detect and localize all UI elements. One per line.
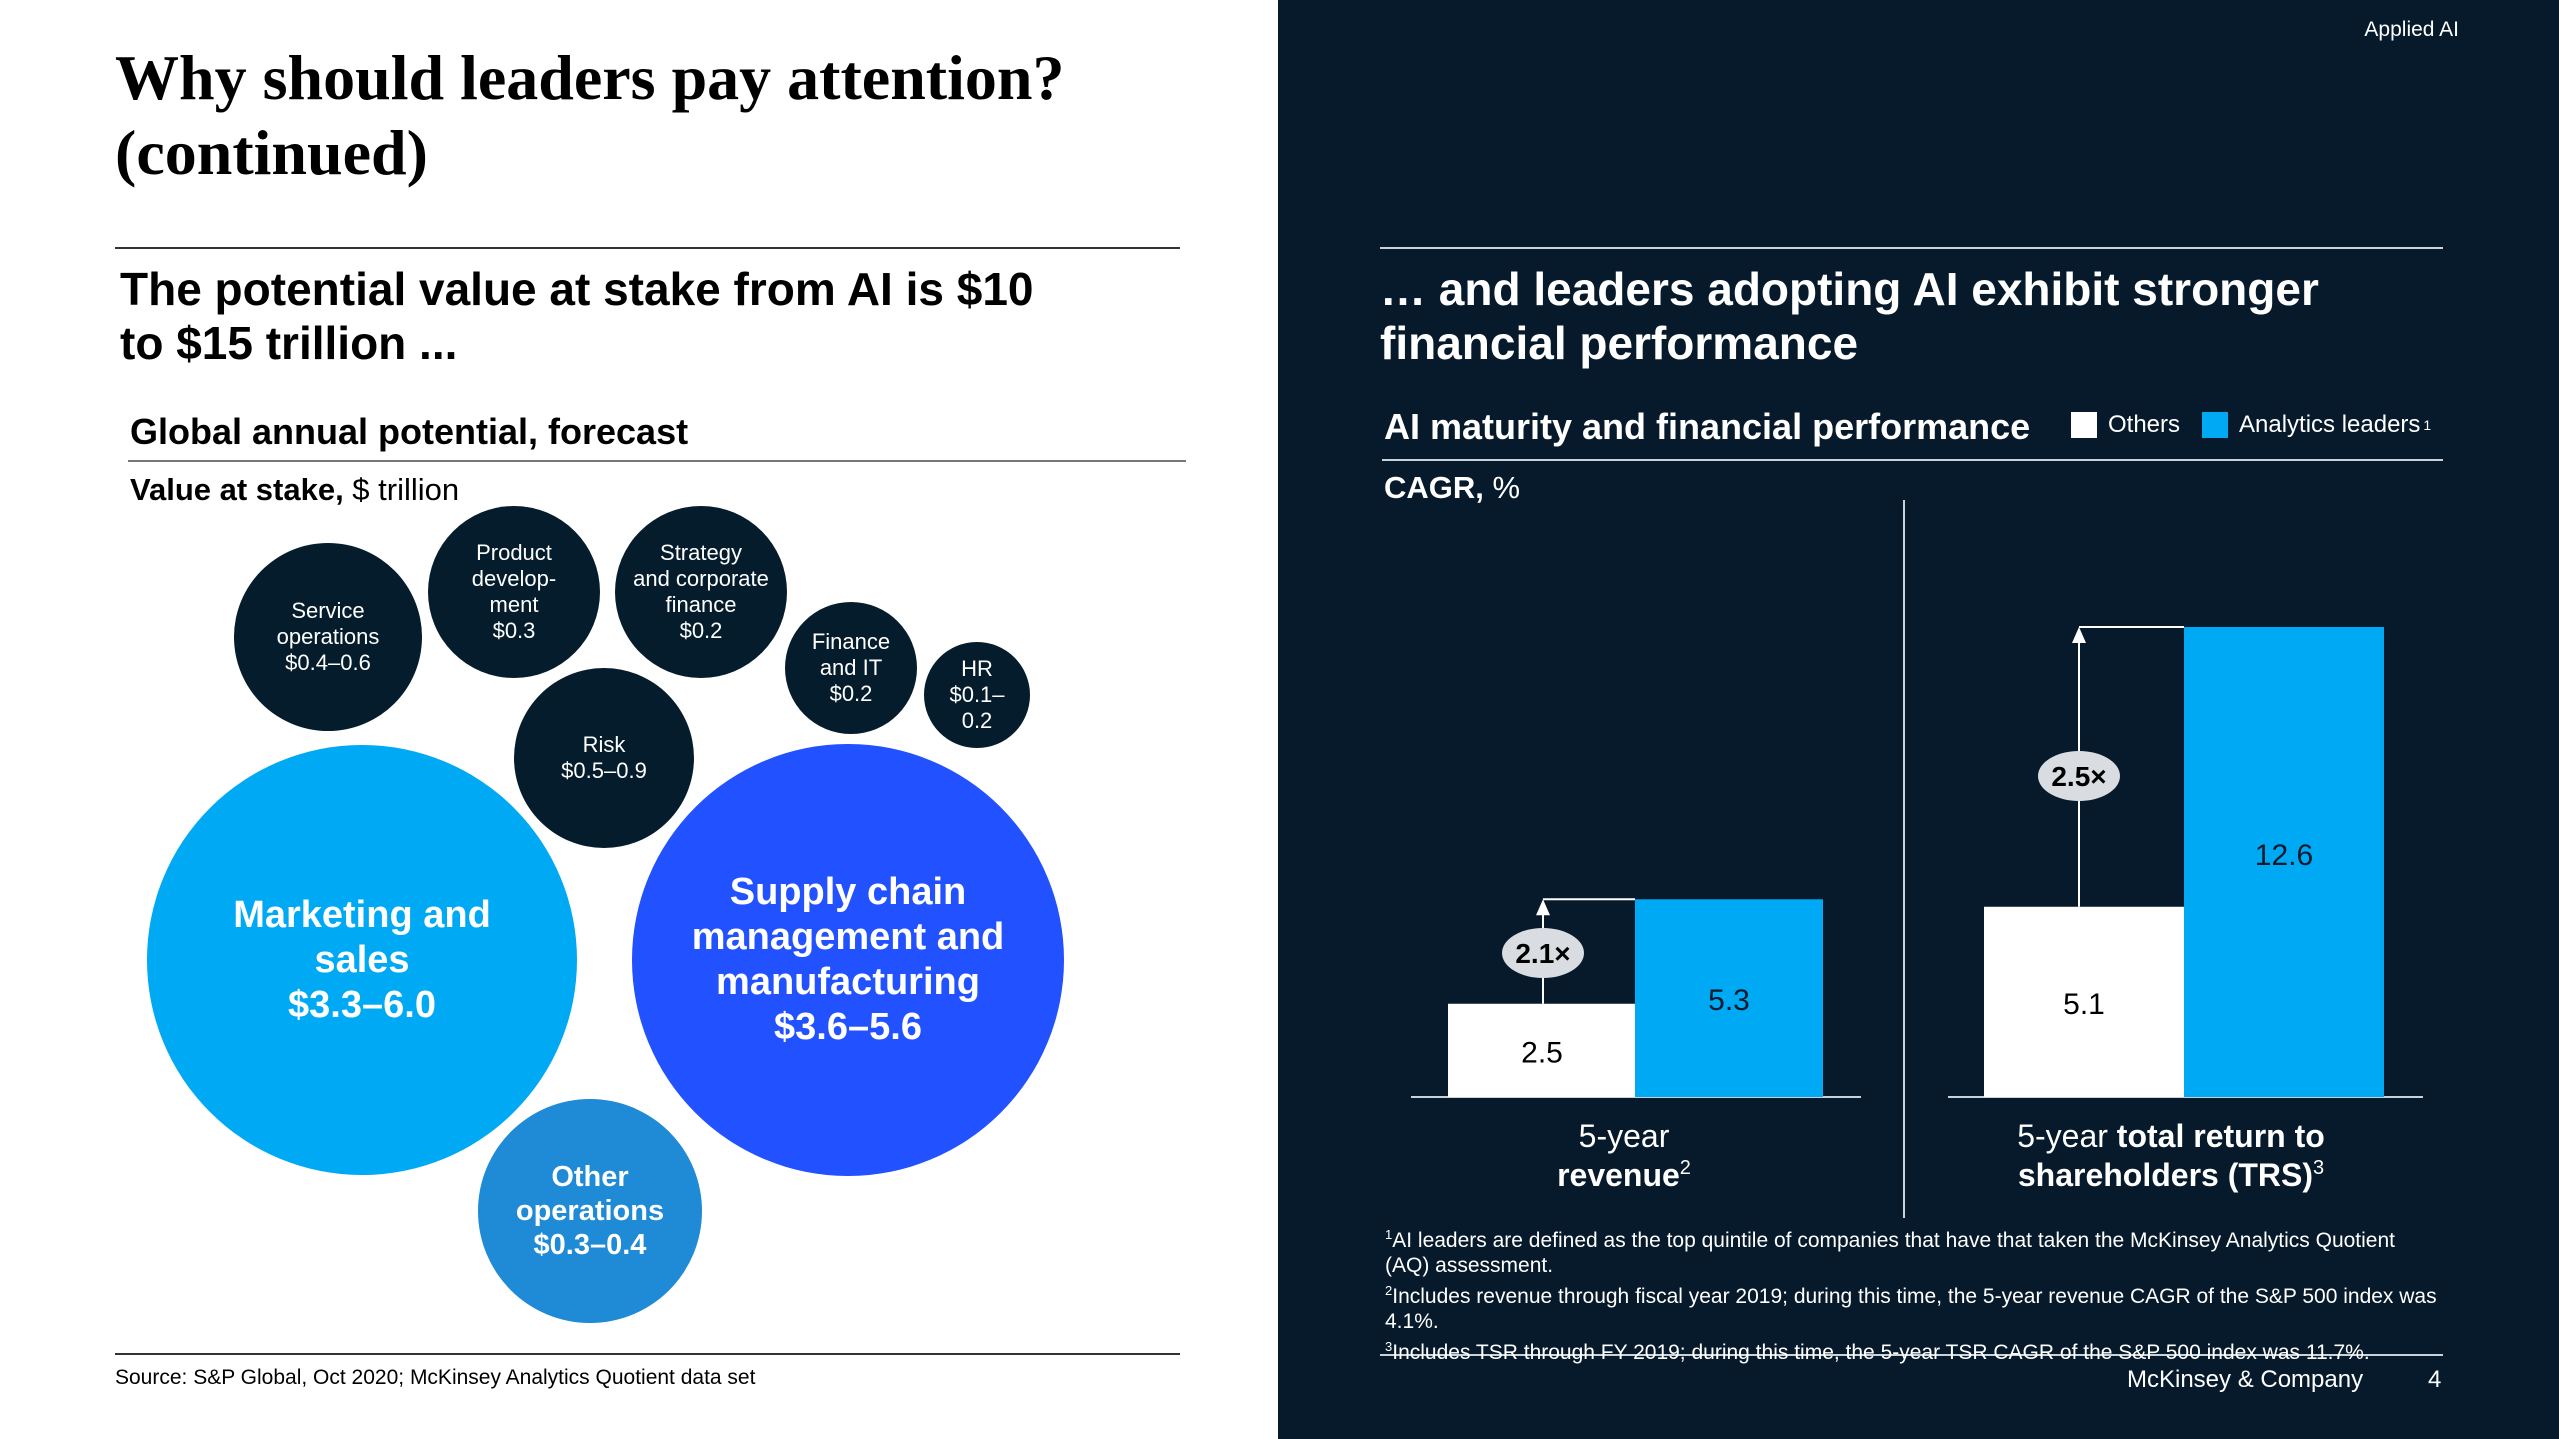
footnote-1: 1AI leaders are defined as the top quint…	[1385, 1222, 2445, 1278]
bubble-value: $0.1– 0.2	[949, 682, 1005, 733]
bar-chart-title-divider	[1382, 459, 2443, 461]
category-label-part: 5-year	[1579, 1118, 1670, 1154]
category-label-part: 5-year	[2017, 1118, 2117, 1154]
footnote-3: 3Includes TSR through FY 2019; during th…	[1385, 1334, 2445, 1365]
bubble-value: $0.4–0.6	[285, 650, 371, 675]
source-note: Source: S&P Global, Oct 2020; McKinsey A…	[115, 1366, 756, 1389]
bubble-label: Marketing and sales	[233, 893, 491, 981]
cagr-bold: CAGR,	[1384, 470, 1484, 505]
bubble-finance-and-it: Finance and IT $0.2	[785, 602, 917, 734]
category-label: 5-year	[1579, 1118, 1670, 1154]
bar-value-label: 5.1	[2063, 988, 2105, 1021]
right-top-divider	[1380, 247, 2443, 249]
legend-label-leaders: Analytics leaders	[2239, 411, 2421, 438]
category-label-part: total return to	[2117, 1118, 2325, 1154]
bubble-other-operations: Other operations $0.3–0.4	[478, 1099, 702, 1323]
bubble-marketing-and-sales: Marketing and sales $3.3–6.0	[147, 745, 577, 1175]
bubble-value: $0.3	[492, 618, 536, 643]
bubble-value: $0.2	[829, 681, 873, 706]
multiplier-label: 2.1×	[1515, 938, 1570, 969]
bubble-label: Strategy and corporate finance	[633, 540, 769, 617]
category-label-part: revenue	[1557, 1157, 1680, 1193]
legend-others: Others	[2071, 411, 2180, 439]
bubble-supply-chain-management-and-manufacturing: Supply chain management and manufacturin…	[632, 744, 1064, 1176]
bubble-value: $3.6–5.6	[774, 1006, 922, 1048]
bubble-strategy-and-corporate-finance: Strategy and corporate finance $0.2	[615, 506, 787, 678]
footnote-text: Includes revenue through fiscal year 201…	[1385, 1285, 2437, 1333]
cagr-rest: %	[1483, 470, 1521, 505]
bar-value-label: 12.6	[2255, 839, 2313, 872]
footnote-marker: 1	[1385, 1227, 1393, 1242]
bar-chart-title: AI maturity and financial performance	[1384, 406, 2031, 447]
section-tag: Applied AI	[2364, 18, 2459, 41]
bar-chart-unit: CAGR, %	[1384, 470, 1520, 506]
legend-leaders: Analytics leaders 1	[2202, 411, 2431, 439]
bubble-label: Other operations	[515, 1161, 665, 1227]
bar-value-label: 2.5	[1521, 1036, 1563, 1069]
title-divider	[115, 247, 1180, 249]
footnote-text: AI leaders are defined as the top quinti…	[1385, 1229, 2396, 1277]
bubble-label: Risk	[582, 732, 626, 757]
unit-rest: $ trillion	[343, 472, 460, 507]
bar-others	[1448, 1003, 1636, 1097]
bar-analytics-leaders	[1635, 899, 1823, 1097]
bubble-product-develop-ment: Product develop- ment $0.3	[428, 506, 600, 678]
bubble-chart-unit: Value at stake, $ trillion	[130, 472, 459, 508]
source-divider	[115, 1353, 1180, 1355]
bubble-chart-title: Global annual potential, forecast	[130, 411, 689, 452]
chart-title-divider	[128, 460, 1186, 462]
category-label: revenue2	[1557, 1157, 1691, 1193]
multiplier-badge	[2038, 751, 2120, 801]
bubble-label: Product develop- ment	[471, 540, 557, 617]
unit-bold: Value at stake,	[130, 472, 344, 507]
multiplier-arrow-head	[1536, 899, 1550, 916]
legend-swatch-others	[2071, 412, 2097, 438]
bubble-label: Service operations	[276, 598, 380, 649]
footnote-top-divider	[1380, 1354, 2443, 1356]
footnote-2: 2Includes revenue through fiscal year 20…	[1385, 1278, 2445, 1334]
bubble-value: $3.3–6.0	[288, 983, 436, 1026]
category-label: shareholders (TRS)3	[2018, 1157, 2324, 1193]
multiplier-badge	[1502, 928, 1584, 978]
page-number: 4	[2428, 1366, 2442, 1393]
left-panel: Why should leaders pay attention? (conti…	[0, 0, 1278, 1439]
right-subtitle: … and leaders adopting AI exhibit strong…	[1380, 263, 2319, 369]
page-title: Why should leaders pay attention? (conti…	[115, 42, 1065, 188]
bubble-value: $0.5–0.9	[561, 758, 647, 783]
footnotes: 1AI leaders are defined as the top quint…	[1385, 1222, 2445, 1365]
bar-others	[1984, 906, 2184, 1097]
bubble-hr: HR $0.1– 0.2	[924, 642, 1030, 748]
multiplier-label: 2.5×	[2051, 761, 2106, 792]
legend-sup: 1	[2423, 417, 2432, 433]
footnote-marker: 2	[1385, 1283, 1393, 1298]
bar-analytics-leaders	[2184, 627, 2384, 1097]
footnote-marker: 3	[1385, 1339, 1393, 1354]
bar-value-label: 5.3	[1708, 984, 1750, 1017]
bubble-risk: Risk $0.5–0.9	[514, 668, 694, 848]
multiplier-arrow-head	[2072, 627, 2086, 643]
bubble-label: HR	[961, 656, 993, 681]
category-label-part: shareholders (TRS)	[2018, 1157, 2313, 1193]
category-label-part: 2	[1680, 1157, 1691, 1179]
bubble-label: Supply chain management and manufacturin…	[691, 871, 1005, 1003]
category-label: 5-year total return to	[2017, 1118, 2325, 1154]
category-label-part: 3	[2313, 1157, 2324, 1179]
bubble-value: $0.2	[679, 618, 723, 643]
footnote-text: Includes TSR through FY 2019; during thi…	[1392, 1341, 2370, 1364]
company-name: McKinsey & Company	[2127, 1366, 2364, 1393]
bubble-label: Finance and IT	[811, 629, 891, 680]
legend-label-others: Others	[2108, 411, 2181, 438]
left-subtitle: The potential value at stake from AI is …	[120, 263, 1034, 369]
bubble-service-operations: Service operations $0.4–0.6	[234, 543, 422, 731]
bubble-value: $0.3–0.4	[533, 1229, 647, 1261]
legend-swatch-leaders	[2202, 412, 2228, 438]
